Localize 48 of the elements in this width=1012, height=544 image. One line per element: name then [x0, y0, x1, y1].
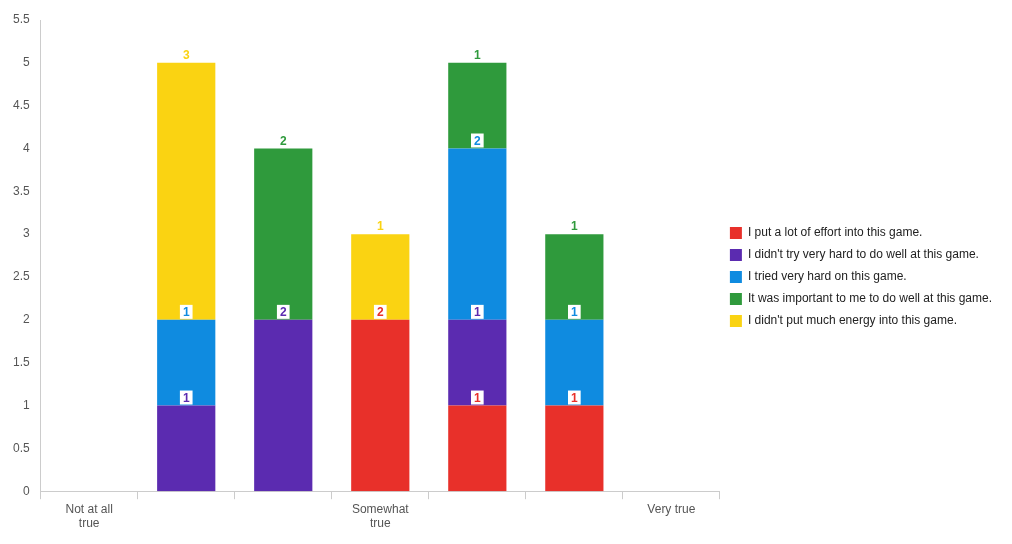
- bar: [448, 319, 507, 406]
- y-tick-label: 1.5: [12, 355, 30, 369]
- y-tick-label: 4.5: [12, 97, 30, 112]
- bar: [254, 148, 313, 320]
- bar: [351, 234, 410, 320]
- y-tick-label: 3: [22, 226, 30, 241]
- bar: [157, 405, 216, 492]
- x-tick-label: Somewhat true: [351, 501, 410, 531]
- bar: [157, 62, 216, 320]
- data-label: 2: [279, 133, 287, 148]
- bar: [157, 319, 216, 406]
- data-label: 1: [571, 305, 578, 320]
- data-label: 1: [571, 390, 578, 405]
- bar: [254, 319, 313, 492]
- x-tick-label: Not at all true: [65, 501, 113, 531]
- data-label: 1: [473, 48, 481, 63]
- legend-label: It was important to me to do well at this game.: [747, 291, 992, 306]
- legend-label: I didn't try very hard to do well at this game.: [747, 247, 979, 262]
- y-tick-label: 0.5: [12, 440, 30, 455]
- legend-label: I put a lot of effort into this game.: [747, 225, 923, 240]
- legend-label: I didn't put much energy into this game.: [747, 313, 957, 328]
- data-label: 2: [376, 305, 384, 320]
- data-label: 2: [473, 133, 481, 148]
- bar: [351, 319, 410, 492]
- y-tick-label: 5: [22, 55, 30, 70]
- y-tick-label: 0: [22, 483, 30, 498]
- bar: [448, 405, 507, 492]
- y-tick-label: 2.5: [12, 269, 30, 284]
- data-label: 1: [182, 305, 190, 320]
- bar: [448, 148, 507, 320]
- data-label: 3: [182, 48, 190, 63]
- y-tick-label: 2: [22, 312, 30, 327]
- data-label: 1: [473, 305, 481, 320]
- y-tick-label: 1: [22, 397, 30, 412]
- data-label: 1: [473, 390, 481, 405]
- bar: [545, 234, 604, 320]
- y-tick-label: 5.5: [12, 12, 30, 27]
- legend-label: I tried very hard on this game.: [747, 269, 907, 284]
- y-tick-label: 3.5: [12, 183, 30, 198]
- bar: [448, 62, 507, 149]
- x-tick-label: Very true: [647, 501, 696, 516]
- y-tick-label: 4: [22, 140, 30, 155]
- bar: [545, 319, 604, 406]
- data-label: 1: [376, 219, 384, 234]
- data-label: 1: [571, 219, 578, 234]
- data-label: 2: [279, 305, 287, 320]
- data-label: 1: [182, 390, 190, 405]
- bar: [545, 405, 604, 492]
